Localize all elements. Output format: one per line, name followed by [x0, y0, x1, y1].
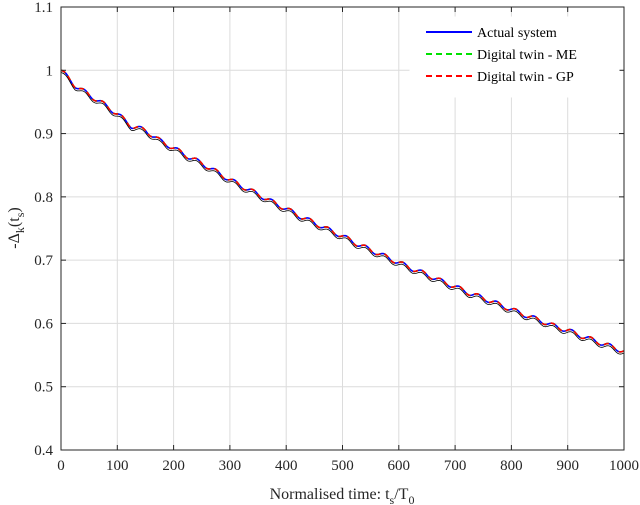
- legend: Actual system Digital twin - ME Digital …: [409, 16, 620, 98]
- x-tick-label: 200: [162, 458, 185, 474]
- x-tick-label: 1000: [609, 458, 639, 474]
- y-tick-label: 0.8: [34, 190, 53, 206]
- series-outline: [60, 72, 625, 355]
- x-tick-label: 600: [388, 458, 411, 474]
- ticks: [60, 6, 625, 451]
- y-tick-label: 0.5: [34, 380, 53, 396]
- series-line-digital-twin-gp: [60, 69, 625, 353]
- x-tick-label: 300: [219, 458, 242, 474]
- x-tick-label: 800: [500, 458, 523, 474]
- x-tick-label: 400: [275, 458, 298, 474]
- legend-label-actual-system: Actual system: [477, 26, 557, 41]
- legend-label-digital-twin-me: Digital twin - ME: [477, 48, 577, 63]
- y-axis-title: -Δk(ts): [6, 207, 27, 248]
- y-tick-label: 1.1: [34, 0, 53, 16]
- y-tick-label: 0.4: [34, 443, 53, 459]
- legend-box: [409, 16, 620, 98]
- y-tick-label: 0.6: [34, 316, 53, 332]
- x-tick-label: 700: [444, 458, 467, 474]
- tick-labels: 0 100 200 300 400 500 600 700 800 900 1000 0.4 0.5 0.…: [34, 0, 639, 474]
- x-tick-label: 100: [106, 458, 129, 474]
- series-lines: [60, 69, 625, 355]
- y-tick-label: 0.9: [34, 127, 53, 143]
- x-tick-label: 900: [556, 458, 579, 474]
- legend-label-digital-twin-gp: Digital twin - GP: [477, 70, 574, 85]
- y-tick-label: 1: [46, 63, 54, 79]
- x-tick-label: 0: [57, 458, 65, 474]
- x-axis-title: Normalised time: ts/T0: [270, 486, 415, 505]
- x-tick-label: 500: [331, 458, 354, 474]
- y-tick-label: 0.7: [34, 253, 53, 269]
